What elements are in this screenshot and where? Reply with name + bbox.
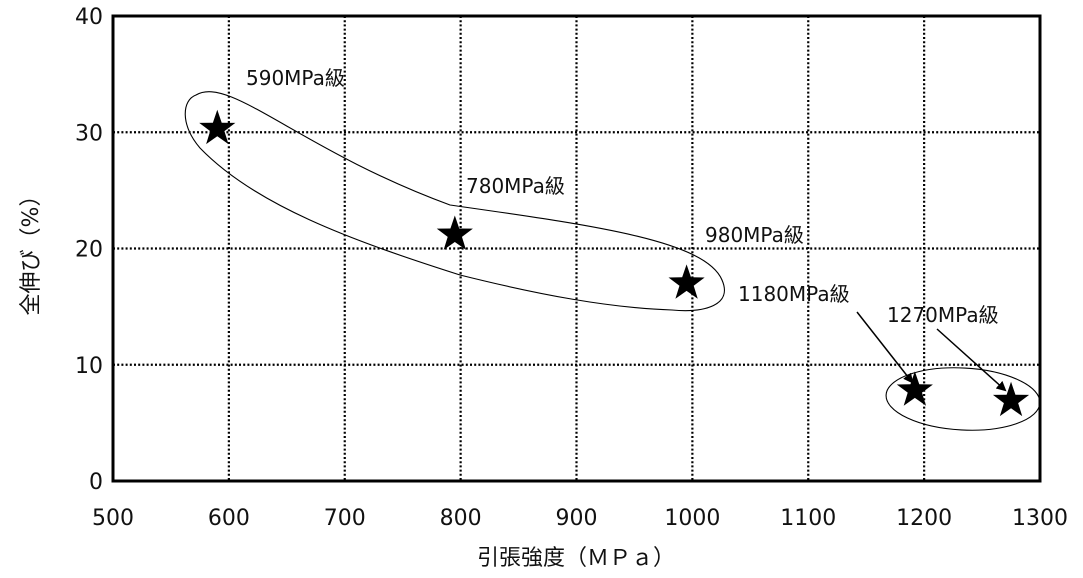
group-ellipse-low-strength <box>184 91 725 312</box>
x-tick-label: 900 <box>556 506 598 531</box>
point-label-980: 980MPa級 <box>705 223 804 247</box>
x-tick-label: 600 <box>208 506 250 531</box>
data-point-star <box>436 215 473 250</box>
x-tick-labels: 500 600 700 800 900 1000 1100 1200 1300 <box>92 506 1068 531</box>
data-point-star <box>992 381 1030 417</box>
arrow-1180 <box>856 311 914 384</box>
arrow-1270 <box>936 328 1007 392</box>
x-tick-label: 800 <box>440 506 482 531</box>
x-tick-label: 1200 <box>896 506 952 531</box>
data-point-star <box>668 264 705 299</box>
y-tick-label: 10 <box>75 354 103 379</box>
y-tick-label: 30 <box>75 121 103 146</box>
x-tick-label: 1100 <box>780 506 836 531</box>
point-label-590: 590MPa級 <box>246 66 345 90</box>
x-tick-label: 1300 <box>1012 506 1068 531</box>
group-ellipse-high-strength <box>885 367 1041 431</box>
data-point-star <box>199 109 236 145</box>
grid-layer <box>113 16 1040 481</box>
data-point-star <box>896 371 933 406</box>
y-tick-label: 40 <box>75 5 103 30</box>
plot-area-frame <box>111 14 1042 483</box>
point-label-780: 780MPa級 <box>466 174 565 198</box>
point-label-1180: 1180MPa級 <box>738 282 850 306</box>
y-axis-title: 全伸び（%） <box>19 185 44 316</box>
x-axis-title: 引張強度（ＭＰａ） <box>477 546 675 571</box>
x-tick-label: 500 <box>92 506 134 531</box>
y-tick-label: 0 <box>89 470 103 495</box>
x-tick-label: 1000 <box>664 506 720 531</box>
y-tick-label: 20 <box>75 238 103 263</box>
y-tick-labels: 0 10 20 30 40 <box>75 5 103 495</box>
data-points <box>199 109 1030 417</box>
x-tick-label: 700 <box>324 506 366 531</box>
point-label-1270: 1270MPa級 <box>887 303 999 327</box>
